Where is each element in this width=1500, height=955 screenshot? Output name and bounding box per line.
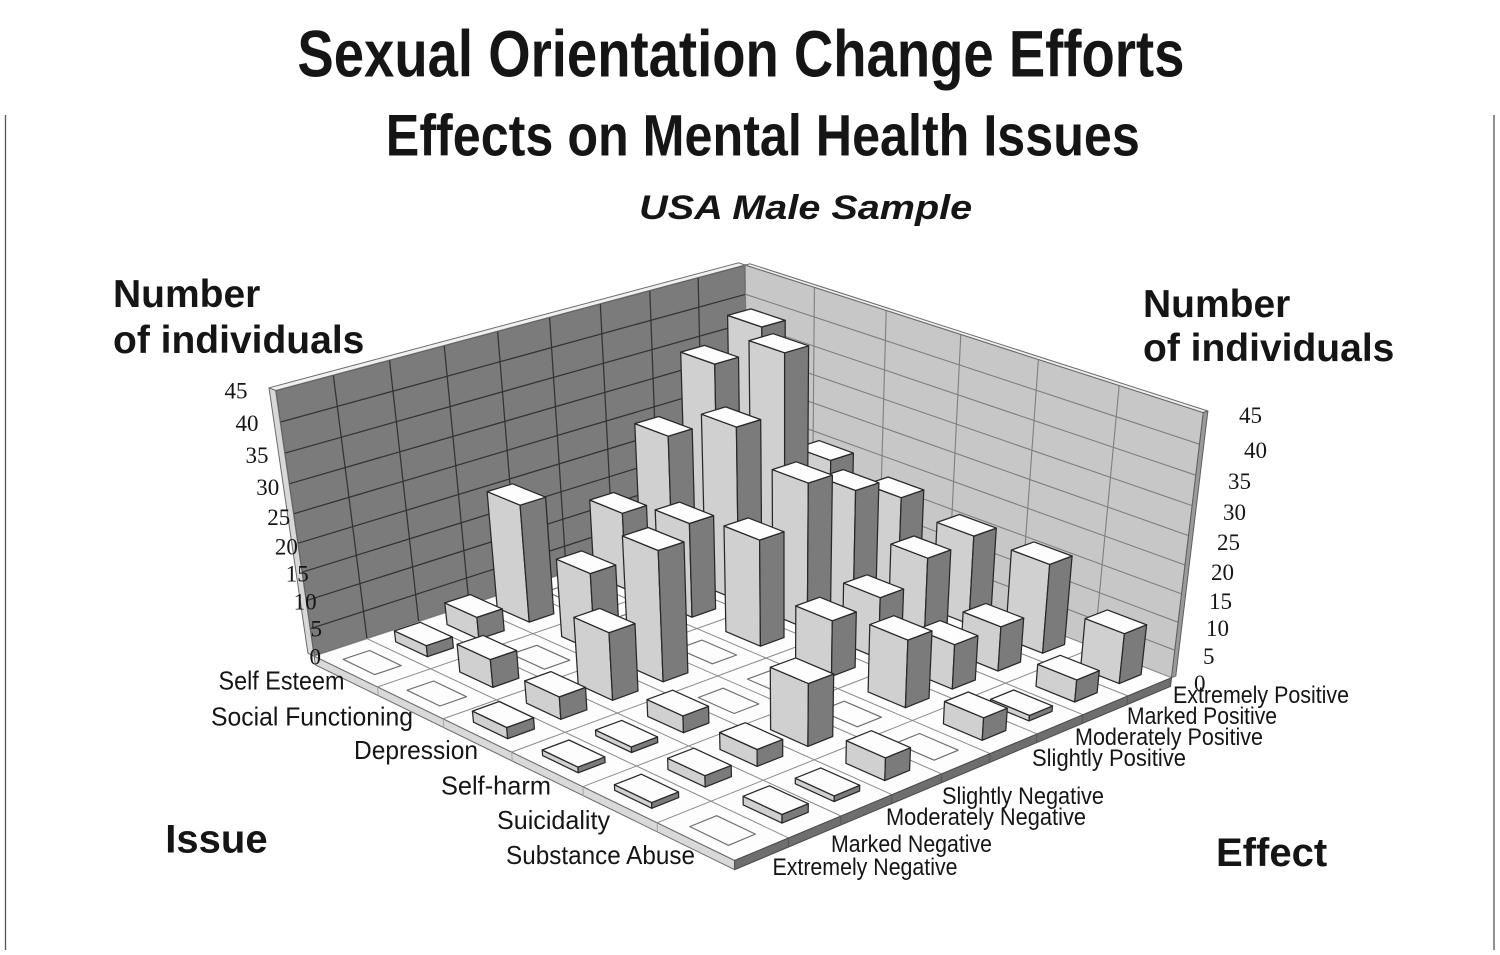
svg-text:Effects on Mental Health Issue: Effects on Mental Health Issues	[386, 103, 1140, 168]
svg-text:35: 35	[246, 443, 269, 468]
svg-text:Suicidality: Suicidality	[497, 805, 610, 835]
svg-text:Slightly Negative: Slightly Negative	[942, 783, 1104, 810]
svg-text:25: 25	[1217, 530, 1240, 555]
svg-text:5: 5	[311, 617, 323, 642]
svg-text:45: 45	[1239, 403, 1262, 428]
svg-text:30: 30	[1223, 500, 1246, 525]
svg-text:20: 20	[275, 535, 298, 560]
svg-text:Self-harm: Self-harm	[441, 771, 551, 801]
svg-text:15: 15	[286, 562, 309, 587]
svg-text:25: 25	[267, 505, 290, 530]
svg-text:Number: Number	[1143, 283, 1290, 326]
svg-text:Social Functioning: Social Functioning	[211, 702, 413, 732]
svg-text:5: 5	[1203, 644, 1215, 669]
svg-text:35: 35	[1228, 469, 1251, 494]
svg-text:40: 40	[1244, 438, 1267, 463]
svg-text:30: 30	[256, 475, 279, 500]
svg-text:Issue: Issue	[165, 818, 267, 862]
svg-text:45: 45	[225, 379, 248, 404]
svg-text:Extremely Positive: Extremely Positive	[1173, 682, 1349, 709]
svg-text:Number: Number	[113, 273, 260, 316]
svg-text:10: 10	[294, 590, 317, 615]
svg-text:20: 20	[1211, 560, 1234, 585]
svg-text:of individuals: of individuals	[113, 319, 364, 362]
svg-text:Substance Abuse: Substance Abuse	[506, 840, 695, 870]
svg-text:of individuals: of individuals	[1143, 327, 1394, 370]
svg-text:Extremely Negative: Extremely Negative	[773, 854, 958, 881]
svg-text:10: 10	[1206, 616, 1229, 641]
svg-text:Marked Negative: Marked Negative	[831, 831, 992, 858]
svg-text:USA Male Sample: USA Male Sample	[639, 189, 972, 227]
svg-text:Effect: Effect	[1216, 831, 1327, 875]
svg-text:Self Esteem: Self Esteem	[219, 666, 345, 696]
svg-text:Sexual Orientation Change Effo: Sexual Orientation Change Efforts	[297, 17, 1184, 91]
svg-text:Depression: Depression	[354, 735, 478, 765]
svg-text:15: 15	[1209, 589, 1232, 614]
svg-text:40: 40	[236, 411, 259, 436]
